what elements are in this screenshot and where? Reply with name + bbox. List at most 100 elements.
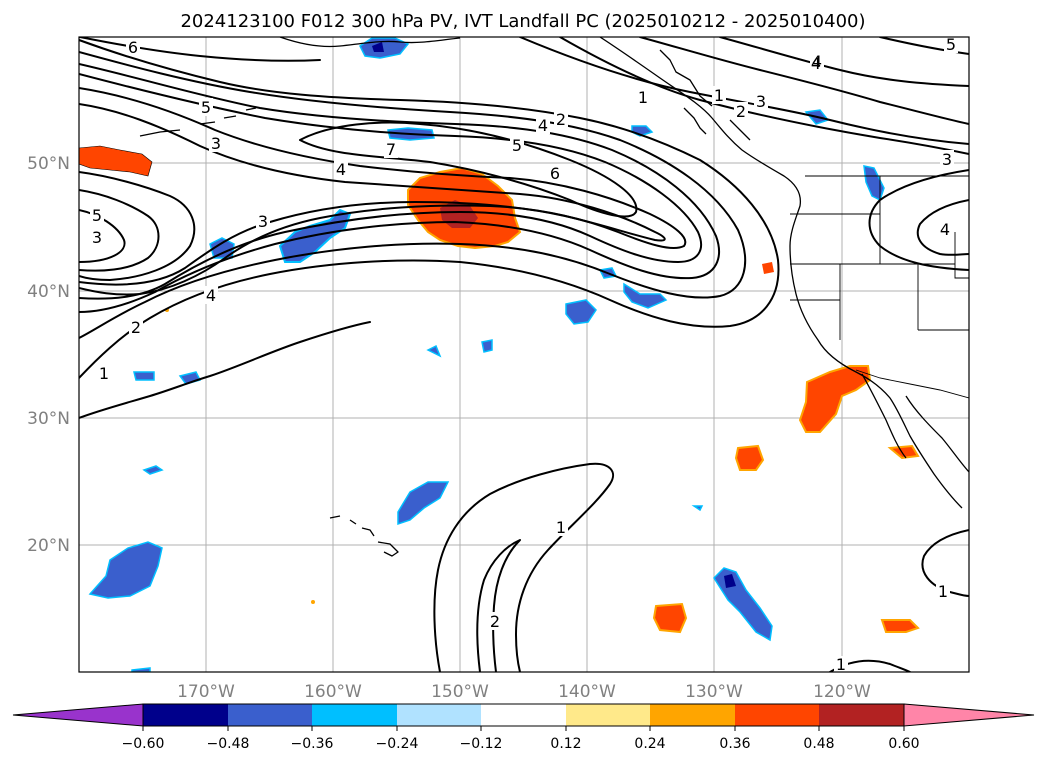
- pv-patch-neg: [88, 541, 163, 599]
- colorbar-segment: [397, 704, 481, 726]
- colorbar-tick-label: −0.48: [207, 736, 250, 752]
- pv-patch-neg: [426, 344, 442, 358]
- colorbar-segment: [312, 704, 397, 726]
- pv-patch-pos: [734, 444, 765, 471]
- pv-patch-neg-core: [724, 574, 736, 588]
- contour-label: 3: [756, 92, 766, 111]
- contour-line: [79, 51, 747, 339]
- contour-line: [639, 37, 969, 125]
- pv-patch-neg: [397, 481, 450, 526]
- map-title: 2024123100 F012 300 hPa PV, IVT Landfall…: [180, 11, 865, 32]
- contour-label: 3: [211, 134, 221, 153]
- colorbar-under-arrow: [12, 703, 144, 727]
- pv-negative-patches: [88, 37, 885, 672]
- pv-patch-pos: [880, 619, 920, 633]
- lon-label: 150°W: [431, 682, 489, 702]
- contour-label: 2: [736, 102, 746, 121]
- contour-label: 4: [538, 116, 548, 135]
- border-us-mexico: [855, 369, 969, 399]
- lat-label: 20°N: [27, 536, 70, 556]
- colorbar-tick-label: 0.24: [634, 736, 665, 752]
- contour-label: 1: [836, 655, 846, 674]
- lon-label: 170°W: [177, 682, 235, 702]
- colorbar-tick-label: 0.36: [719, 736, 750, 752]
- contour-line: [79, 189, 160, 272]
- coastline-bc-islands: [659, 49, 751, 141]
- lon-label: 130°W: [685, 682, 743, 702]
- colorbar-tick-label: −0.12: [460, 736, 503, 752]
- contour-label: 1: [556, 518, 566, 537]
- map-frame: [78, 36, 970, 673]
- colorbar-tick-label: −0.60: [122, 736, 165, 752]
- contour-line: [719, 37, 969, 87]
- coastline-baja: [861, 373, 907, 459]
- contour-label: 5: [201, 98, 211, 117]
- contour-label: 3: [258, 212, 268, 231]
- pv-patch-neg: [131, 667, 151, 672]
- contour-label: 6: [550, 164, 560, 183]
- pv-patch-pos: [652, 602, 688, 634]
- colorbar-segment: [143, 704, 228, 726]
- ivt-contours: [79, 37, 969, 672]
- longitude-labels: 170°W 160°W 150°W 140°W 130°W 120°W: [177, 682, 871, 702]
- pv-patch-pos: [79, 145, 153, 177]
- coastline-gulf: [905, 395, 969, 473]
- contour-line: [879, 37, 969, 55]
- lat-label: 30°N: [27, 409, 70, 429]
- contour-label: 1: [714, 86, 724, 105]
- colorbar-tick-label: 0.60: [888, 736, 919, 752]
- border-states: [790, 176, 969, 340]
- contour-label: 3: [942, 150, 952, 169]
- contour-line: [79, 171, 196, 281]
- colorbar-segment: [650, 704, 735, 726]
- contour-label: 1: [638, 88, 648, 107]
- colorbar-tick-label: 0.12: [550, 736, 581, 752]
- pv-patch-neg: [481, 339, 493, 353]
- contour-line: [79, 63, 720, 313]
- pv-patch-neg: [209, 237, 235, 259]
- colorbar-segment: [735, 704, 819, 726]
- contour-label: 4: [336, 160, 346, 179]
- contour-label: 4: [812, 52, 822, 71]
- contour-line: [79, 37, 321, 62]
- colorbar: −0.60 −0.48 −0.36 −0.24 −0.12 0.12 0.24 …: [12, 703, 1035, 752]
- contour-label: 4: [940, 220, 950, 239]
- colorbar-tick-label: 0.48: [803, 736, 834, 752]
- pv-patch-pos-core: [440, 200, 478, 228]
- colorbar-tick-label: −0.36: [291, 736, 334, 752]
- contour-line: [916, 199, 969, 256]
- contour-line: [559, 37, 969, 155]
- colorbar-tick-label: −0.24: [376, 736, 419, 752]
- pv-patch-neg: [142, 465, 164, 475]
- contour-label: 2: [490, 612, 500, 631]
- map-background: [79, 37, 969, 672]
- pv-patch-neg: [623, 282, 668, 309]
- colorbar-segment: [481, 704, 566, 726]
- political-borders: [790, 175, 969, 399]
- contour-label: 4: [811, 54, 821, 73]
- contour-label: 5: [946, 35, 956, 54]
- lon-label: 160°W: [304, 682, 362, 702]
- latitude-labels: 50°N 40°N 30°N 20°N: [27, 154, 70, 556]
- contour-label: 6: [128, 38, 138, 57]
- lon-label: 140°W: [558, 682, 616, 702]
- contour-label: 2: [556, 110, 566, 129]
- contour-label: 1: [938, 582, 948, 601]
- contour-label: 2: [131, 318, 141, 337]
- contour-line: [921, 529, 969, 597]
- colorbar-segment: [819, 704, 904, 726]
- colorbar-outline: [142, 703, 905, 727]
- pv-patch-pos: [762, 262, 774, 274]
- coastline-hawaii: [329, 515, 399, 557]
- colorbar-over-arrow: [903, 703, 1035, 727]
- contour-line: [79, 39, 780, 379]
- contour-label: 3: [92, 228, 102, 247]
- lon-label: 120°W: [813, 682, 871, 702]
- contour-labels: 6 5 3 5 3 4 3 4 2 1 7 5 6 4 2 1 1 2 4 3 …: [90, 35, 958, 674]
- contour-line: [433, 462, 615, 672]
- contour-line: [299, 121, 638, 218]
- coastline-alaska-islands: [139, 107, 257, 137]
- contour-label: 5: [512, 136, 522, 155]
- pv-patch-neg-core: [372, 42, 384, 52]
